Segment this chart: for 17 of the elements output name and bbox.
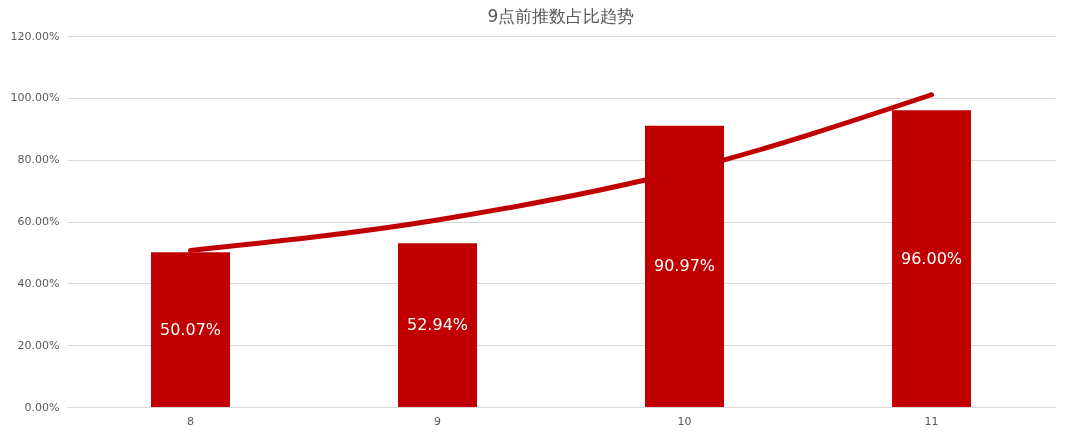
x-tick-label: 10 — [677, 414, 692, 428]
bar — [397, 243, 478, 407]
y-tick-label: 20.00% — [17, 338, 60, 352]
y-tick-label: 80.00% — [17, 153, 60, 167]
y-tick-label: 60.00% — [17, 215, 60, 228]
y-tick-label: 40.00% — [17, 276, 60, 290]
chart-title: 9点前推数占比趋势 — [487, 6, 635, 26]
y-tick-label: 0.00% — [24, 400, 60, 414]
y-tick-label: 120.00% — [10, 29, 60, 43]
data-label: 50.07% — [159, 319, 222, 339]
data-label: 96.00% — [900, 248, 963, 268]
y-tick-label: 100.00% — [10, 91, 60, 105]
data-label: 52.94% — [406, 315, 469, 335]
x-tick-label: 11 — [924, 414, 939, 428]
x-tick-label: 8 — [187, 414, 194, 428]
x-tick-label: 9 — [434, 414, 441, 428]
data-label: 90.97% — [653, 256, 716, 276]
